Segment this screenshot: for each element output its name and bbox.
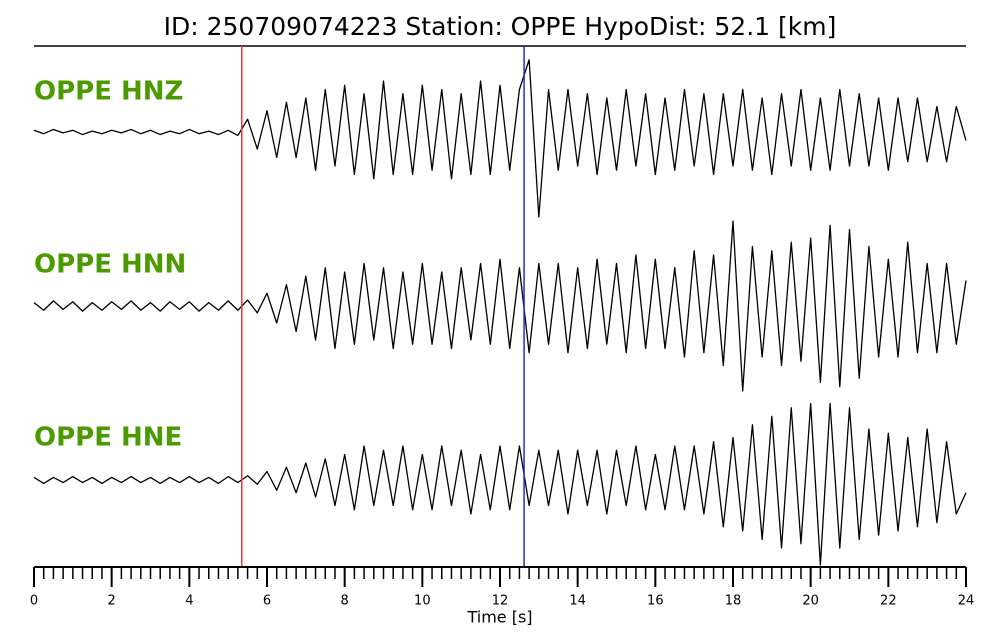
x-tick-label: 12 <box>492 594 509 609</box>
x-tick-label: 18 <box>725 594 742 609</box>
x-tick-label: 2 <box>108 594 116 609</box>
x-tick-label: 4 <box>185 594 193 609</box>
x-axis-label: Time [s] <box>466 608 532 627</box>
x-tick-label: 10 <box>414 594 431 609</box>
trace-label: OPPE HNN <box>34 250 186 280</box>
x-tick-label: 22 <box>880 594 897 609</box>
x-tick-label: 0 <box>30 594 38 609</box>
x-tick-label: 6 <box>263 594 271 609</box>
x-tick-label: 20 <box>802 594 819 609</box>
x-tick-label: 14 <box>569 594 586 609</box>
waveform <box>33 402 967 566</box>
x-tick-label: 16 <box>647 594 664 609</box>
waveform <box>33 220 967 392</box>
trace-label: OPPE HNE <box>34 423 182 453</box>
chart-title: ID: 250709074223 Station: OPPE HypoDist:… <box>164 12 837 41</box>
trace-label: OPPE HNZ <box>34 77 183 107</box>
x-tick-label: 24 <box>958 594 975 609</box>
x-tick-label: 8 <box>341 594 349 609</box>
waveform <box>33 59 967 218</box>
